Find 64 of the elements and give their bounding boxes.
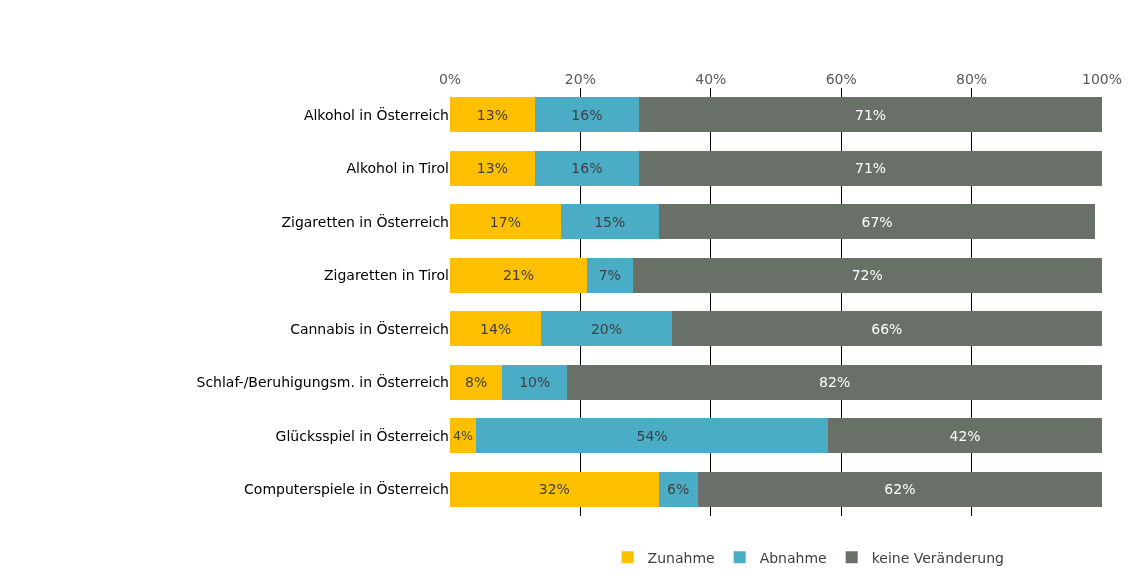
data-label: 4% — [453, 428, 474, 444]
data-label: 16% — [571, 106, 603, 123]
data-label: 21% — [502, 267, 535, 284]
data-label: 6% — [667, 481, 690, 498]
data-label: 13% — [476, 160, 508, 177]
bar — [639, 97, 1102, 133]
data-label: 71% — [854, 106, 887, 123]
bar — [534, 97, 640, 133]
legend-label: keine Veränderung — [871, 549, 1004, 566]
bar — [658, 204, 1096, 240]
bar — [450, 257, 587, 293]
data-label: 32% — [538, 481, 570, 498]
y-tick-label: Cannabis in Österreich — [290, 319, 449, 337]
data-label: 16% — [571, 160, 603, 177]
data-label: 10% — [519, 374, 551, 391]
data-label: 62% — [884, 481, 916, 498]
bar — [658, 471, 698, 507]
data-label: 72% — [851, 267, 883, 284]
x-tick-label: 100% — [1081, 71, 1123, 88]
bar — [697, 471, 1102, 507]
legend-label: Zunahme — [647, 549, 715, 566]
bar — [450, 204, 561, 240]
x-tick-label: 0% — [438, 71, 462, 88]
bar — [541, 311, 672, 347]
bar — [671, 311, 1102, 347]
x-tick-label: 80% — [956, 71, 988, 88]
bar — [560, 204, 659, 240]
data-label: 17% — [489, 213, 521, 230]
data-label: 71% — [854, 160, 887, 177]
x-tick-label: 40% — [695, 71, 727, 88]
data-label: 54% — [636, 427, 668, 444]
data-label: 67% — [861, 213, 893, 230]
bar — [450, 97, 535, 133]
bar — [476, 418, 829, 454]
x-tick-label: 20% — [564, 71, 596, 88]
data-label: 8% — [464, 374, 488, 391]
bar — [534, 150, 640, 186]
x-tick-label: 60% — [825, 71, 857, 88]
data-label: 66% — [871, 320, 903, 337]
data-label: 42% — [949, 427, 981, 444]
bar — [450, 471, 659, 507]
y-tick-label: Schlaf-/Beruhigungsm. in Österreich — [196, 373, 449, 391]
data-label: 14% — [480, 320, 512, 337]
y-tick-label: Alkohol in Österreich — [303, 105, 449, 123]
data-label: 82% — [819, 374, 851, 391]
data-label: 13% — [476, 106, 508, 123]
y-tick-label: Glücksspiel in Österreich — [275, 426, 449, 444]
bar — [450, 364, 503, 400]
legend-label: Abnahme — [759, 549, 827, 566]
y-tick-label: Zigaretten in Tirol — [323, 267, 449, 284]
bar — [450, 311, 542, 347]
bar — [586, 257, 633, 293]
data-label: 15% — [594, 213, 626, 230]
y-tick-label: Zigaretten in Österreich — [281, 212, 449, 230]
bar — [632, 257, 1102, 293]
data-label: 20% — [590, 320, 623, 337]
data-label: 7% — [598, 267, 621, 284]
bar — [567, 364, 1102, 400]
bar — [639, 150, 1102, 186]
y-tick-label: Alkohol in Tirol — [346, 160, 449, 177]
y-tick-label: Computerspiele in Österreich — [244, 480, 449, 498]
bar — [450, 150, 535, 186]
bar — [828, 418, 1102, 454]
bar — [502, 364, 568, 400]
